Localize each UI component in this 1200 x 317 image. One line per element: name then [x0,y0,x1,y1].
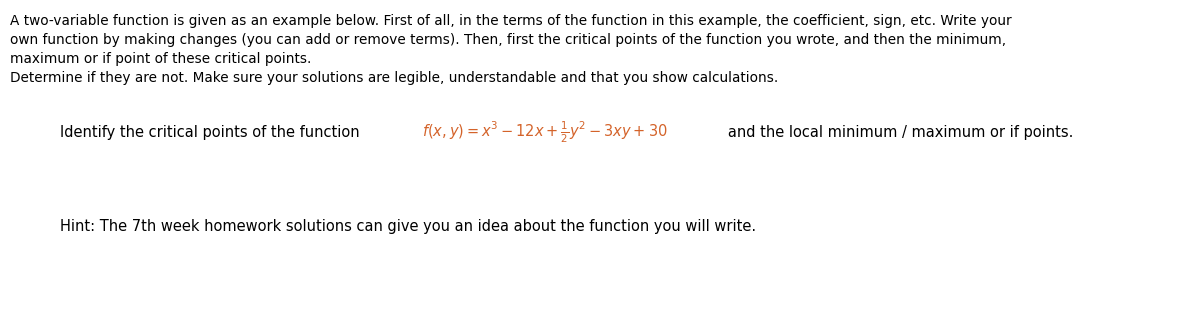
Text: maximum or if point of these critical points.: maximum or if point of these critical po… [10,52,311,66]
Text: Hint: The 7th week homework solutions can give you an idea about the function yo: Hint: The 7th week homework solutions ca… [60,219,756,235]
Text: $f(x, y) = x^3 - 12x + \frac{1}{2}y^2 - 3xy + 30$: $f(x, y) = x^3 - 12x + \frac{1}{2}y^2 - … [422,119,667,145]
Text: and the local minimum / maximum or if points.: and the local minimum / maximum or if po… [714,125,1073,139]
Text: A two-variable function is given as an example below. First of all, in the terms: A two-variable function is given as an e… [10,14,1012,28]
Text: Identify the critical points of the function: Identify the critical points of the func… [60,125,360,139]
Text: Determine if they are not. Make sure your solutions are legible, understandable : Determine if they are not. Make sure you… [10,71,779,85]
Text: own function by making changes (you can add or remove terms). Then, first the cr: own function by making changes (you can … [10,33,1006,47]
